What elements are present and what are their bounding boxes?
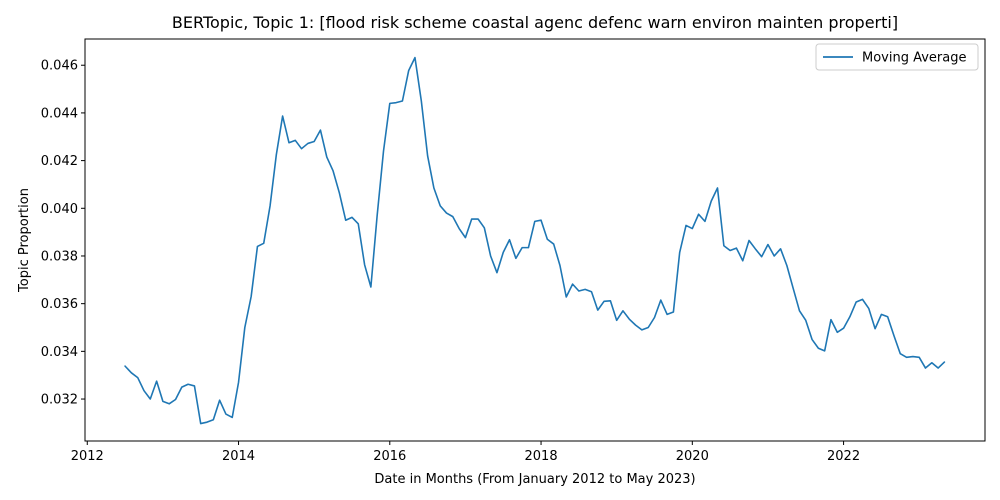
y-axis: 0.032 0.034 0.036 0.038 0.040 0.042 0.044 0.046 [41,59,85,408]
series-line-0 [124,56,946,425]
legend: Moving Average [815,43,979,71]
y-tick-label: 0.032 [41,393,78,408]
legend-frame [815,43,979,71]
x-tick-label: 2018 [525,449,558,464]
plot-area [124,56,946,425]
axes-frame [84,38,986,442]
y-tick-label: 0.046 [41,59,78,74]
y-tick-label: 0.042 [41,154,78,169]
x-tick-label: 2012 [71,449,104,464]
x-tick-label: 2020 [676,449,709,464]
y-tick-label: 0.038 [41,249,78,264]
y-tick-label: 0.034 [41,345,78,360]
y-tick-label: 0.036 [41,297,78,312]
legend-label: Moving Average [862,51,966,66]
x-axis: 2012 2014 2016 2018 2020 2022 [71,441,860,464]
x-tick-label: 2022 [827,449,860,464]
y-tick-label: 0.040 [41,202,78,217]
y-tick-label: 0.044 [41,106,78,121]
x-tick-label: 2014 [222,449,255,464]
y-axis-label: Topic Proportion [17,188,32,293]
x-axis-label: Date in Months (From January 2012 to May… [374,472,695,487]
x-tick-label: 2016 [373,449,406,464]
chart-title: BERTopic, Topic 1: [flood risk scheme co… [172,13,898,32]
